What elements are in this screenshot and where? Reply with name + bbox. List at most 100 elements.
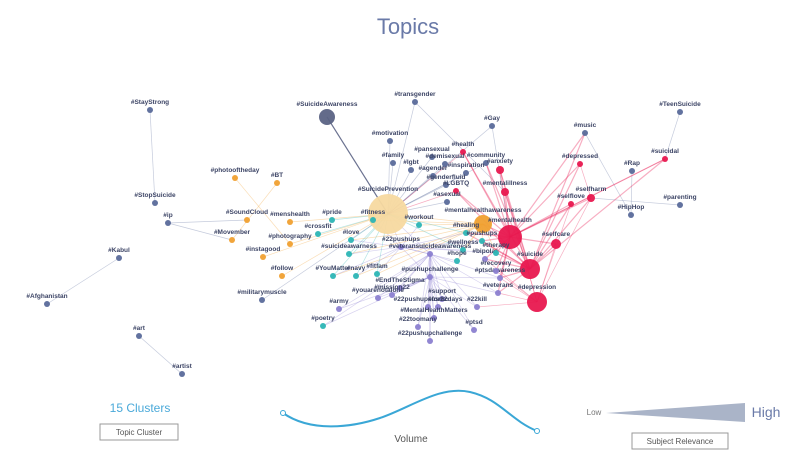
node[interactable] — [497, 275, 503, 281]
node[interactable] — [329, 217, 335, 223]
edge — [400, 246, 464, 251]
node[interactable] — [444, 199, 450, 205]
node[interactable] — [628, 212, 634, 218]
node[interactable] — [374, 271, 380, 277]
volume-handle[interactable] — [280, 410, 286, 416]
node-label: #family — [382, 152, 405, 159]
node[interactable] — [346, 251, 352, 257]
edge — [429, 276, 478, 308]
node[interactable] — [454, 258, 460, 264]
node[interactable] — [319, 109, 335, 125]
topic-cluster-button[interactable] — [99, 423, 179, 441]
node[interactable] — [453, 188, 459, 194]
node[interactable] — [427, 274, 433, 280]
node[interactable] — [387, 138, 393, 144]
node[interactable] — [147, 107, 153, 113]
subject-relevance-button[interactable] — [631, 432, 729, 450]
node[interactable] — [44, 301, 50, 307]
node[interactable] — [435, 304, 441, 310]
node[interactable] — [501, 188, 509, 196]
node[interactable] — [629, 168, 635, 174]
node[interactable] — [483, 160, 489, 166]
node[interactable] — [232, 175, 238, 181]
node[interactable] — [412, 99, 418, 105]
node[interactable] — [229, 237, 235, 243]
node[interactable] — [493, 250, 499, 256]
node[interactable] — [662, 156, 668, 162]
node[interactable] — [439, 296, 445, 302]
node[interactable] — [463, 170, 469, 176]
node[interactable] — [489, 123, 495, 129]
node[interactable] — [397, 285, 403, 291]
node-label: #anxiety — [487, 158, 513, 165]
node[interactable] — [677, 109, 683, 115]
volume-handle[interactable] — [534, 428, 540, 434]
node-label: #poetry — [311, 315, 335, 322]
node[interactable] — [520, 259, 540, 279]
edge — [427, 276, 431, 308]
node[interactable] — [390, 160, 396, 166]
node[interactable] — [287, 241, 293, 247]
node[interactable] — [496, 166, 504, 174]
node[interactable] — [587, 194, 595, 202]
edge — [584, 132, 632, 216]
node[interactable] — [471, 327, 477, 333]
node[interactable] — [274, 180, 280, 186]
node[interactable] — [116, 255, 122, 261]
node[interactable] — [136, 333, 142, 339]
node[interactable] — [353, 273, 359, 279]
node[interactable] — [260, 254, 266, 260]
node[interactable] — [482, 256, 488, 262]
node[interactable] — [474, 304, 480, 310]
node[interactable] — [460, 247, 466, 253]
node[interactable] — [259, 297, 265, 303]
node[interactable] — [348, 237, 354, 243]
node[interactable] — [244, 217, 250, 223]
node[interactable] — [416, 222, 422, 228]
node[interactable] — [493, 268, 499, 274]
node[interactable] — [677, 202, 683, 208]
node[interactable] — [568, 201, 574, 207]
node[interactable] — [443, 182, 449, 188]
node[interactable] — [577, 161, 583, 167]
node[interactable] — [425, 304, 431, 310]
node[interactable] — [551, 239, 561, 249]
node[interactable] — [398, 244, 404, 250]
node[interactable] — [498, 225, 522, 249]
topic-cluster-label[interactable]: Topic Cluster — [116, 428, 163, 437]
node[interactable] — [408, 167, 414, 173]
node[interactable] — [165, 220, 171, 226]
node[interactable] — [375, 295, 381, 301]
node[interactable] — [330, 273, 336, 279]
node[interactable] — [336, 306, 342, 312]
node[interactable] — [442, 161, 448, 167]
node[interactable] — [287, 219, 293, 225]
node[interactable] — [279, 273, 285, 279]
node[interactable] — [479, 238, 485, 244]
node[interactable] — [582, 130, 588, 136]
node[interactable] — [368, 194, 408, 234]
node-label: #usmc — [428, 296, 449, 303]
node[interactable] — [152, 200, 158, 206]
edge — [579, 163, 592, 199]
node[interactable] — [430, 173, 436, 179]
node[interactable] — [431, 315, 437, 321]
node-label: #menshealth — [270, 211, 310, 218]
node[interactable] — [429, 154, 435, 160]
node[interactable] — [460, 149, 466, 155]
node[interactable] — [179, 371, 185, 377]
node[interactable] — [495, 290, 501, 296]
node[interactable] — [320, 323, 326, 329]
node[interactable] — [389, 292, 395, 298]
node[interactable] — [527, 292, 547, 312]
node[interactable] — [474, 215, 492, 233]
node[interactable] — [370, 217, 376, 223]
node[interactable] — [427, 338, 433, 344]
node-label: #wellness — [448, 239, 479, 246]
node[interactable] — [463, 230, 469, 236]
node[interactable] — [415, 324, 421, 330]
node[interactable] — [315, 231, 321, 237]
subject-relevance-label[interactable]: Subject Relevance — [647, 437, 714, 446]
node-label: #community — [467, 152, 506, 159]
node[interactable] — [427, 251, 433, 257]
